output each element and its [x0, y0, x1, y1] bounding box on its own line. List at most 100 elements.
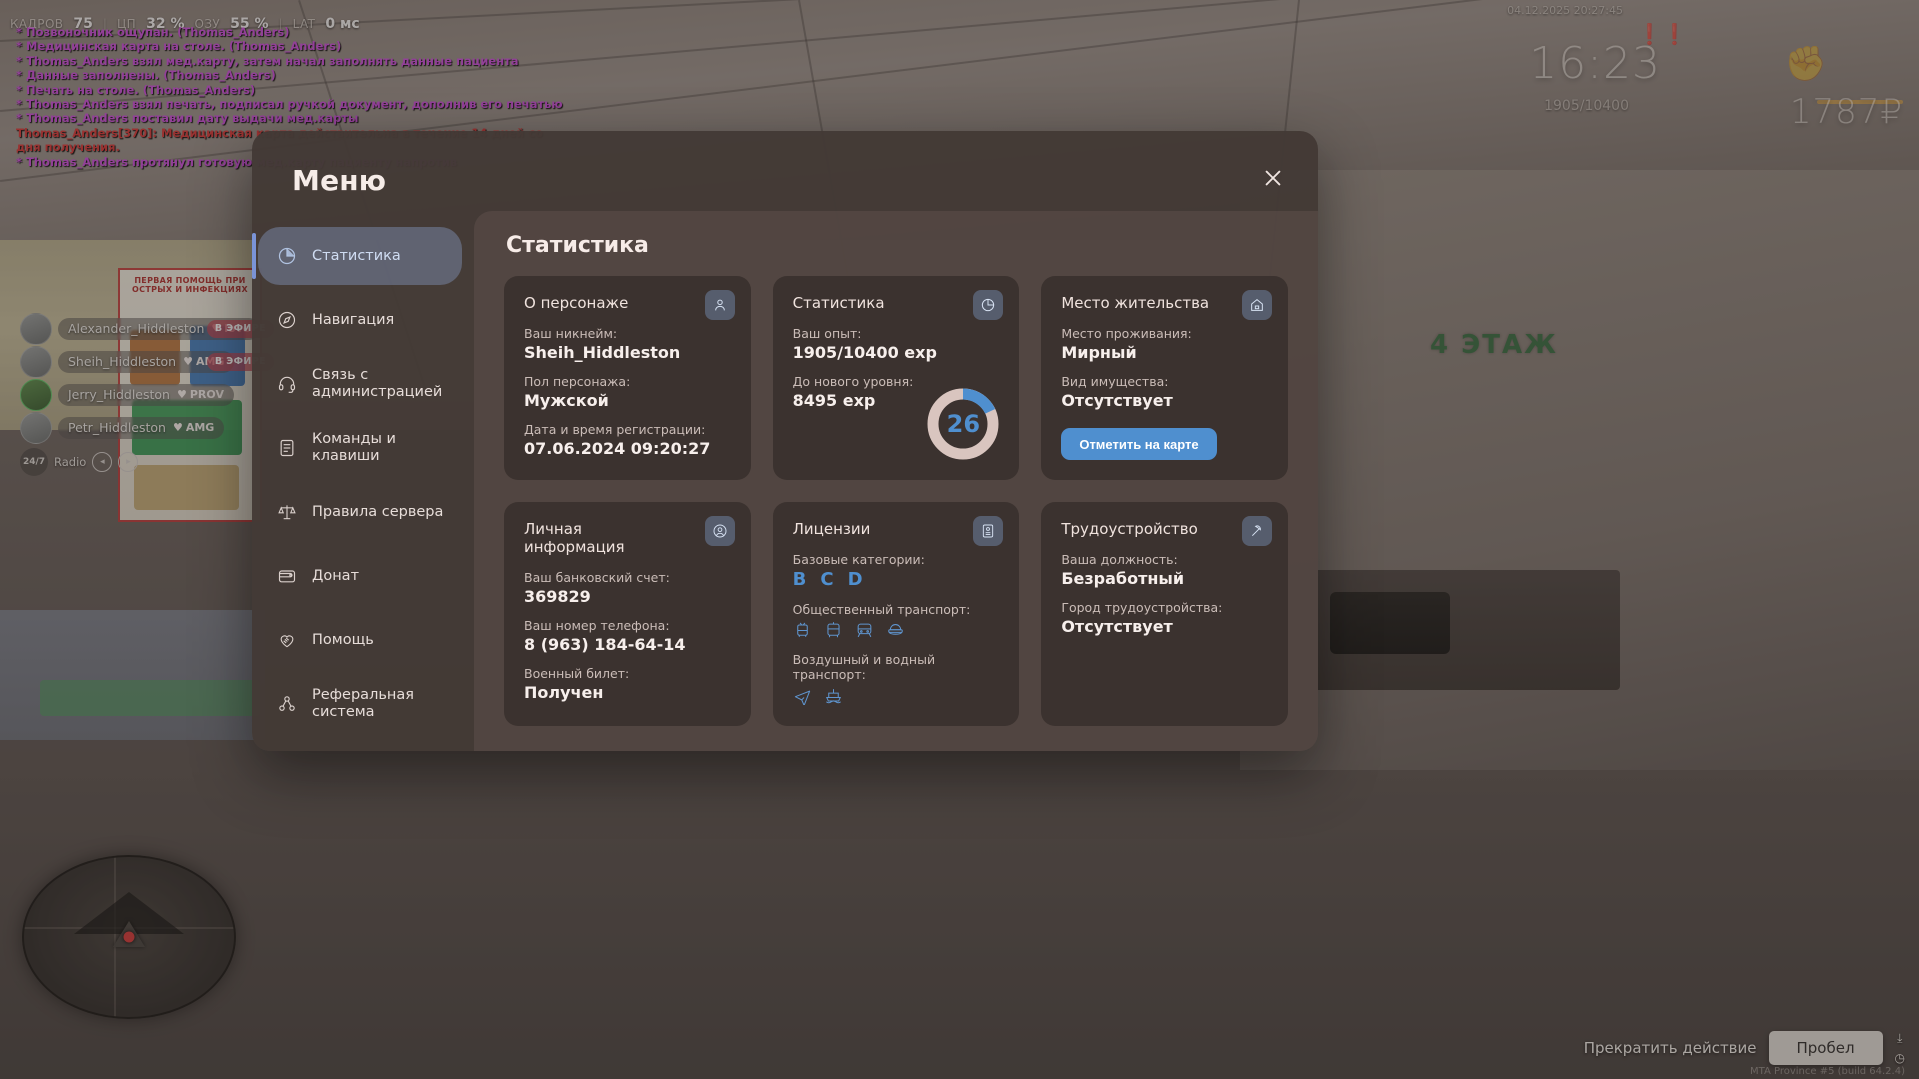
list-item: Jerry_Hiddleston ♥ PROV [20, 378, 270, 411]
field-label: Город трудоустройства: [1061, 600, 1223, 615]
field: Ваша должность: Безработный [1061, 552, 1268, 588]
download-icon: ⤓ [1897, 1031, 1903, 1045]
field: Ваш опыт: 1905/10400 exp [793, 326, 1000, 362]
sidebar-item-navigation[interactable]: Навигация [258, 291, 462, 349]
radio-label: Radio [54, 455, 87, 469]
hud-performance-bar: КАДРОВ 75 | ЦП 32 % ОЗУ 55 % | LAT 0 мс [10, 16, 360, 32]
avatar [20, 411, 52, 444]
action-bar: Прекратить действие Пробел ⤓ ◷ [1584, 1031, 1905, 1065]
sidebar-item-label: Правила сервера [312, 503, 444, 520]
hud-date: 04.12.2025 20:27:45 [1507, 4, 1623, 17]
hud-exp-bar [1817, 100, 1903, 104]
hud-stat-value-2: 55 % [230, 16, 269, 32]
public-transport-icon-list [793, 621, 1000, 640]
list-item: Petr_Hiddleston ♥ AMG [20, 411, 270, 444]
field-value: 8495 exp [792, 391, 876, 410]
player-name: Sheih_Hiddleston [68, 354, 177, 369]
sidebar-item-label: Команды и клавиши [312, 431, 396, 464]
license-category: B [792, 569, 807, 590]
fist-icon: ✊ [1784, 44, 1827, 84]
id-card-icon [973, 516, 1004, 546]
player-pill: Petr_Hiddleston ♥ AMG [58, 416, 225, 439]
sidebar-item-statistics[interactable]: Статистика [252, 227, 462, 285]
field-label: До нового уровня: [792, 374, 914, 389]
handshake-heart-icon [276, 629, 298, 651]
headset-icon [276, 373, 298, 395]
avatar [20, 378, 52, 411]
train-icon [855, 621, 874, 640]
player-name: Petr_Hiddleston [68, 420, 166, 435]
card-character: О персонаже Ваш никнейм: Sheih_Hiddlesto… [504, 276, 751, 480]
hud-sep: | [102, 17, 107, 31]
sidebar-item-rules[interactable]: Правила сервера [258, 483, 462, 541]
next-track-icon[interactable]: ▸ [118, 452, 139, 472]
close-icon[interactable] [1254, 159, 1292, 197]
hud-stat-value-3: 0 мс [325, 16, 360, 32]
player-pill: Jerry_Hiddleston ♥ PROV [58, 383, 234, 406]
prev-track-icon[interactable]: ◂ [92, 452, 113, 472]
field-label: Военный билет: [524, 666, 630, 681]
card-employment: Трудоустройство Ваша должность: Безработ… [1041, 502, 1288, 726]
card-title: Лицензии [792, 520, 871, 538]
content-title: Статистика [506, 233, 649, 258]
player-pill: Sheih_Hiddleston ♥AMG [58, 350, 235, 373]
field: Ваш номер телефона: 8 (963) 184-64-14 [524, 618, 731, 654]
heart-icon: ♥ [172, 421, 183, 434]
player-name: Jerry_Hiddleston [68, 387, 170, 402]
clock-icon: ◷ [1894, 1051, 1905, 1065]
space-key-button[interactable]: Пробел [1768, 1031, 1883, 1065]
wallet-icon [276, 565, 298, 587]
field: До нового уровня: 8495 exp [793, 374, 1000, 410]
pie-chart-icon [276, 245, 298, 267]
field: Вид имущества: Отсутствует [1061, 374, 1268, 410]
sidebar-item-settings[interactable]: Настройки [258, 739, 462, 751]
field-label: Дата и время регистрации: [524, 422, 706, 437]
level-progress-ring: 26 [925, 386, 1001, 462]
sidebar-item-referral[interactable]: Реферальная система [258, 675, 462, 733]
server-watermark: MTA Province #5 (build 64.2.4) [1749, 1066, 1905, 1077]
player-tag-label: AMG [185, 421, 215, 434]
sidebar-item-commands[interactable]: Команды и клавиши [258, 419, 462, 477]
field-label: Пол персонажа: [524, 374, 631, 389]
card-title: О персонаже [524, 294, 629, 312]
document-icon [276, 437, 298, 459]
hud-right-panel: 04.12.2025 20:27:45 ❗❗ 16:23 ✊ 1905/1040… [1479, 0, 1919, 160]
field-value: Мужской [524, 391, 609, 410]
minimap-radar[interactable] [22, 855, 236, 1019]
captain-cap-icon [886, 621, 905, 640]
poster-title: ПЕРВАЯ ПОМОЩЬ ПРИ ОСТРЫХ И ИНФЕКЦИЯХ [132, 276, 248, 294]
hud-stat-label-0: КАДРОВ [10, 17, 64, 31]
field-public-transport: Общественный транспорт: [793, 602, 1000, 640]
compass-icon [276, 309, 298, 331]
field: Дата и время регистрации: 07.06.2024 09:… [524, 422, 731, 458]
ship-icon [824, 686, 843, 705]
hud-stat-value-0: 75 [73, 16, 93, 32]
field-label: Общественный транспорт: [792, 602, 971, 617]
hud-stat-value-1: 32 % [146, 16, 185, 32]
person-portrait-icon [704, 290, 735, 320]
player-tag: ♥AMG [173, 421, 214, 434]
field-air-water-transport: Воздушный и водный транспорт: [793, 652, 1000, 705]
radio-badge: 24/7 [20, 448, 48, 476]
field-label: Место проживания: [1061, 326, 1192, 341]
page-title: Меню [292, 164, 387, 197]
field-label: Вид имущества: [1061, 374, 1169, 389]
menu-modal: Меню Статистика Навигация [252, 131, 1318, 751]
bench [40, 680, 260, 716]
field-label: Ваш никнейм: [524, 326, 618, 341]
field-label: Ваш банковский счет: [524, 570, 670, 585]
mark-on-map-button[interactable]: Отметить на карте [1061, 428, 1217, 460]
card-title: Статистика [792, 294, 885, 312]
sidebar-item-admin-contact[interactable]: Связь с администрацией [258, 355, 462, 413]
player-name: Alexander_Hiddleston [68, 321, 205, 336]
air-water-icon-list [793, 686, 1000, 705]
avatar [20, 345, 52, 378]
sidebar-item-donate[interactable]: Донат [258, 547, 462, 605]
home-icon [1242, 290, 1272, 320]
field-label: Базовые категории: [792, 552, 925, 567]
monitor [1330, 592, 1450, 654]
field-value: Sheih_Hiddleston [524, 343, 681, 362]
hud-stat-label-1: ЦП [116, 17, 137, 31]
sidebar-item-help[interactable]: Помощь [258, 611, 462, 669]
field-value: 8 (963) 184-64-14 [524, 635, 686, 654]
